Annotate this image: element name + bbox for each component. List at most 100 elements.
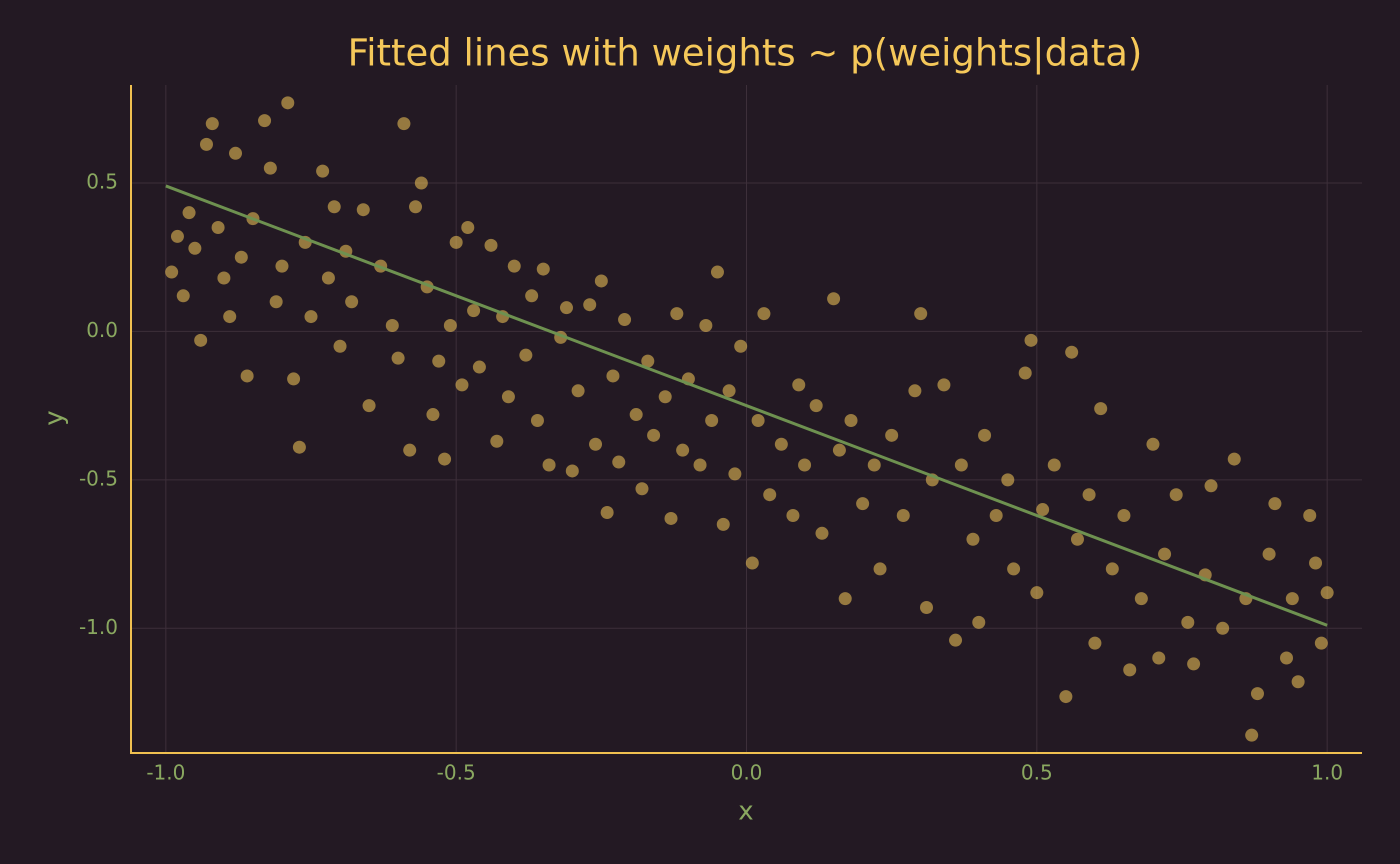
point [937,378,951,392]
point [920,601,934,615]
point [397,117,411,131]
point [438,452,452,466]
point [333,339,347,353]
point [583,298,597,312]
point [536,262,550,276]
point [1204,479,1218,493]
x-tick-label: -1.0 [146,761,185,785]
point [362,399,376,413]
point [530,413,544,427]
point [205,117,219,131]
point [600,506,614,520]
point [1262,547,1276,561]
point [908,384,922,398]
point [1309,556,1323,570]
point [751,413,765,427]
point [525,289,539,303]
point [217,271,231,285]
point [774,437,788,451]
point [391,351,405,365]
point [559,301,573,315]
point [885,428,899,442]
point [1187,657,1201,671]
point [658,390,672,404]
point [647,428,661,442]
point [1105,562,1119,576]
point [1094,402,1108,416]
x-axis-label: x [738,797,753,827]
point [815,526,829,540]
point [194,333,208,347]
point [345,295,359,309]
point [1001,473,1015,487]
point [321,271,335,285]
point [501,390,515,404]
point [629,408,643,422]
point [1059,690,1073,704]
point [664,511,678,525]
point [426,408,440,422]
point [1024,333,1038,347]
point [240,369,254,383]
point [571,384,585,398]
point [1018,366,1032,380]
point [234,250,248,264]
point [304,310,318,324]
point [1216,621,1230,635]
point [1250,687,1264,701]
point [1007,562,1021,576]
point [443,318,457,332]
point [1320,586,1334,600]
y-tick-label: 0.0 [86,318,118,342]
point [914,307,928,321]
point [641,354,655,368]
point [1285,592,1299,606]
point [1146,437,1160,451]
point [519,348,533,362]
point [832,443,846,457]
point [786,508,800,522]
point [467,304,481,318]
y-tick-label: -0.5 [79,466,118,490]
point [461,221,475,235]
x-tick-label: 1.0 [1311,761,1343,785]
point [316,164,330,178]
point [182,206,196,220]
point [966,532,980,546]
point [867,458,881,472]
point [176,289,190,303]
point [989,508,1003,522]
point [705,413,719,427]
x-tick-label: 0.0 [731,761,763,785]
point [710,265,724,279]
point [699,318,713,332]
point [403,443,417,457]
point [757,307,771,321]
point [809,399,823,413]
point [716,517,730,531]
y-tick-label: -1.0 [79,615,118,639]
point [589,437,603,451]
point [856,497,870,511]
point [1030,586,1044,600]
point [594,274,608,288]
point [292,440,306,454]
point [455,378,469,392]
point [165,265,179,279]
point [1036,503,1050,517]
point [745,556,759,570]
point [258,114,272,128]
y-tick-label: 0.5 [86,169,118,193]
point [472,360,486,374]
point [838,592,852,606]
point [507,259,521,273]
point [269,295,283,309]
point [612,455,626,469]
point [728,467,742,481]
point [618,313,632,327]
point [635,482,649,496]
point [565,464,579,478]
point [484,238,498,252]
point [1117,508,1131,522]
point [281,96,295,110]
